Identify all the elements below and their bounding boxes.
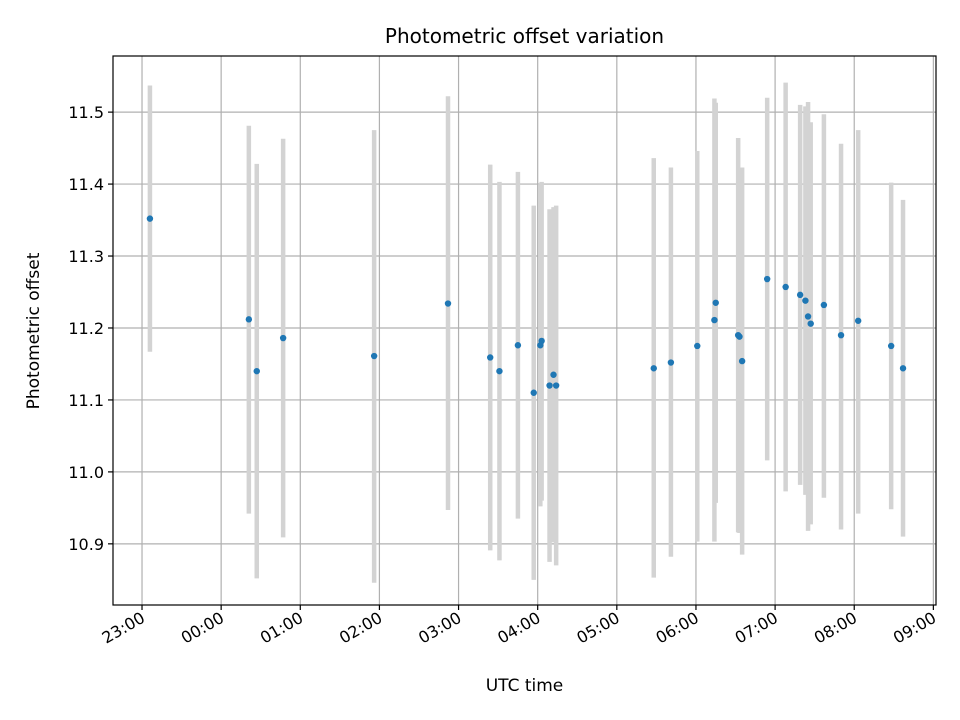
data-point <box>887 342 895 350</box>
y-tick-label: 11.4 <box>68 175 104 194</box>
data-point <box>496 367 503 375</box>
data-point <box>738 357 746 365</box>
data-point <box>279 334 287 342</box>
data-point <box>667 359 675 366</box>
data-point <box>552 382 560 389</box>
data-point <box>802 297 809 304</box>
y-tick-label: 11.5 <box>68 103 104 122</box>
y-tick-label: 10.9 <box>68 535 104 554</box>
data-point <box>650 365 657 372</box>
data-point <box>804 313 812 320</box>
data-point <box>253 367 260 375</box>
x-axis-title: UTC time <box>486 676 564 696</box>
data-point <box>530 389 537 396</box>
data-point <box>546 382 553 389</box>
plot-area-frame <box>112 55 937 606</box>
data-point <box>245 316 253 323</box>
data-point <box>807 320 814 327</box>
data-point <box>146 215 154 222</box>
data-point <box>370 352 378 360</box>
data-point <box>550 371 557 378</box>
data-point <box>899 365 907 372</box>
data-point <box>837 331 845 339</box>
data-point <box>854 317 862 324</box>
data-point-series <box>146 215 907 396</box>
y-tick-label: 11.2 <box>68 319 104 338</box>
y-tick-label: 11.1 <box>68 391 104 410</box>
data-point <box>736 333 743 340</box>
chart-title: Photometric offset variation <box>385 24 664 48</box>
y-axis: 10.9 11.0 11.1 11.2 11.3 11.4 11.5 <box>68 103 113 554</box>
data-point <box>538 337 545 345</box>
data-point <box>763 275 771 283</box>
data-point <box>711 316 718 324</box>
y-tick-label: 11.0 <box>68 463 104 482</box>
data-point <box>796 291 804 299</box>
data-point <box>694 342 701 350</box>
data-point <box>782 283 789 291</box>
data-point <box>820 301 828 309</box>
data-point <box>444 300 452 307</box>
y-tick-label: 11.3 <box>68 247 104 266</box>
data-point <box>712 299 719 306</box>
data-point <box>514 342 522 349</box>
data-point <box>487 354 494 361</box>
y-axis-title: Photometric offset <box>24 252 44 409</box>
